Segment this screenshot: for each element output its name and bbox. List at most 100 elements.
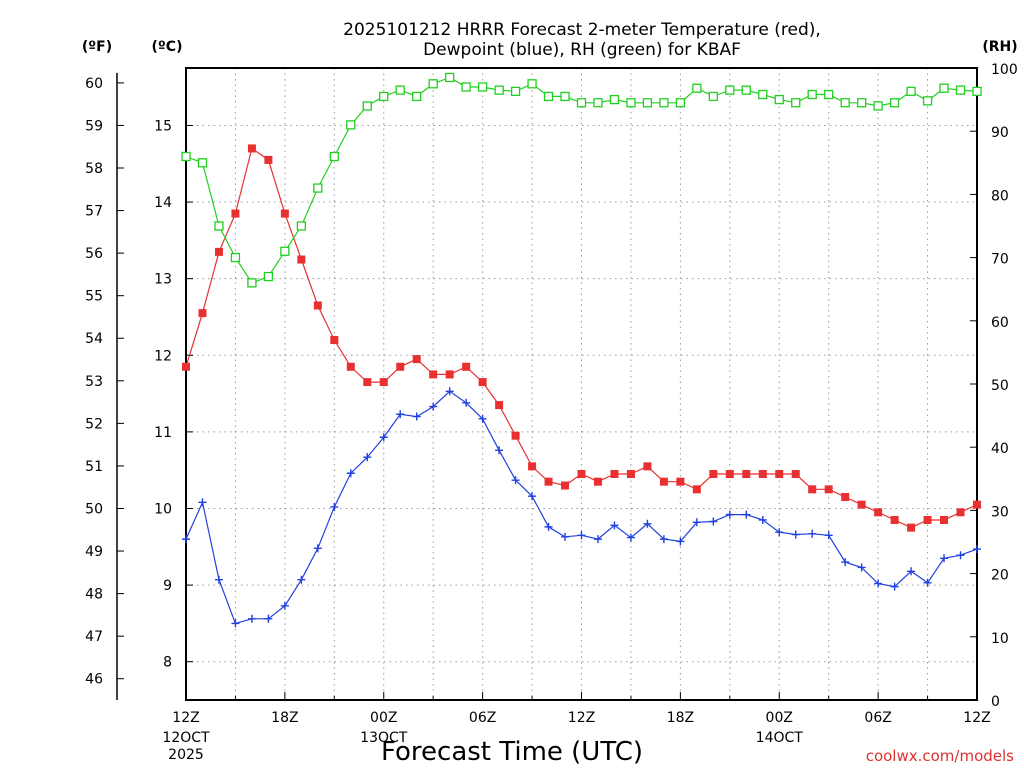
rh-point <box>642 98 653 108</box>
temperature-point <box>544 477 553 486</box>
temperature-point <box>247 144 256 153</box>
rh-tick-label: 10 <box>991 631 1009 647</box>
x-tick-label: 18Z <box>271 710 298 726</box>
dewpoint-point <box>643 519 652 528</box>
rh-point <box>477 82 488 92</box>
fahrenheit-tick-label: 53 <box>85 374 103 390</box>
fahrenheit-tick-label: 47 <box>85 629 103 645</box>
celsius-tick-label: 13 <box>154 272 172 288</box>
dewpoint-point <box>231 619 240 628</box>
temperature-point <box>692 485 701 494</box>
dewpoint-point <box>890 582 899 591</box>
temperature-point <box>956 508 965 517</box>
celsius-tick-label: 12 <box>154 348 172 364</box>
x-tick-label: 00Z <box>370 710 397 726</box>
temperature-point <box>462 362 471 371</box>
rh-point <box>362 101 372 111</box>
x-tick-label: 12Z <box>568 710 595 726</box>
temperature-point <box>313 301 322 310</box>
temperature-point <box>495 401 504 410</box>
celsius-tick-label: 11 <box>154 425 172 441</box>
rh-point <box>247 278 257 288</box>
rh-point <box>214 221 224 231</box>
rh-point <box>972 86 982 97</box>
temperature-point <box>280 209 289 218</box>
series <box>181 72 982 628</box>
x-tick-sublabel: 12OCT <box>162 730 210 746</box>
rh-point <box>461 82 471 92</box>
rh-tick-label: 70 <box>991 252 1009 268</box>
rh-point <box>329 151 339 162</box>
x-tick-label: 06Z <box>864 710 891 726</box>
dewpoint-point <box>593 535 602 544</box>
rh-point <box>593 98 603 108</box>
rh-point <box>576 98 587 108</box>
rh-point <box>840 98 850 108</box>
rh-point <box>263 271 274 282</box>
rh-point <box>428 79 438 89</box>
rh-line <box>185 76 978 284</box>
rh-tick-label: 80 <box>991 188 1009 204</box>
temperature-point <box>626 470 635 479</box>
celsius-tick-label: 15 <box>154 118 172 134</box>
temperature-point <box>593 477 602 486</box>
rh-point <box>313 183 323 193</box>
dewpoint-point <box>379 433 388 442</box>
rh-point <box>725 85 735 95</box>
rh-point <box>379 91 389 102</box>
dewpoint-point <box>676 537 685 546</box>
dewpoint-point <box>511 476 520 485</box>
rh-point <box>807 89 817 100</box>
tick-labels: 46 47 48 49 50 51 52 53 54 55 56 57 58 59 60 8 9 10 11 12 13… <box>85 62 1018 763</box>
rh-tick-label: 100 <box>991 62 1018 78</box>
dewpoint-point <box>577 531 586 540</box>
temperature-point <box>676 477 685 486</box>
temperature-point <box>742 470 751 479</box>
dewpoint-point <box>626 533 635 542</box>
temperature-point <box>610 470 619 479</box>
x-tick-label: 00Z <box>766 710 793 726</box>
dewpoint-point <box>478 414 487 423</box>
x-tick-sublabel: 2025 <box>168 747 204 763</box>
fahrenheit-tick-label: 48 <box>85 587 103 603</box>
dewpoint-point <box>758 515 767 524</box>
temperature-point <box>330 335 339 344</box>
x-tick-sublabel: 14OCT <box>756 730 804 746</box>
temperature-point <box>182 362 190 371</box>
dewpoint-point <box>247 614 256 623</box>
dewpoint-point <box>824 531 833 540</box>
dewpoint-point <box>923 578 932 587</box>
temperature-point <box>346 362 355 371</box>
chart-title-line2: Dewpoint (blue), RH (green) for KBAF <box>423 40 741 60</box>
dewpoint-point <box>396 410 405 419</box>
rh-tick-label: 40 <box>991 441 1009 457</box>
rh-point <box>741 85 751 95</box>
fahrenheit-tick-label: 49 <box>85 544 103 560</box>
grid <box>186 68 977 700</box>
rh-point <box>494 85 504 95</box>
temperature-point <box>561 481 570 490</box>
axes <box>116 67 978 701</box>
temperature-point <box>297 255 306 264</box>
temperature-point <box>808 485 817 494</box>
rh-point <box>527 79 537 89</box>
x-tick-label: 12Z <box>172 710 199 726</box>
dewpoint-point <box>874 579 883 588</box>
dewpoint-point <box>363 453 372 462</box>
dewpoint-point <box>495 446 504 455</box>
dewpoint-point <box>561 532 570 541</box>
celsius-tick-label: 9 <box>163 578 172 594</box>
rh-unit-label: (RH) <box>982 39 1017 55</box>
rh-point <box>675 98 686 108</box>
credit-text: coolwx.com/models <box>866 747 1014 765</box>
rh-point <box>856 98 867 108</box>
rh-point <box>346 120 356 130</box>
fahrenheit-tick-label: 46 <box>85 672 103 688</box>
fahrenheit-tick-label: 54 <box>85 331 103 347</box>
rh-tick-label: 90 <box>991 125 1009 141</box>
fahrenheit-tick-label: 52 <box>85 416 103 432</box>
rh-tick-label: 20 <box>991 568 1009 584</box>
temperature-point <box>659 477 668 486</box>
rh-point <box>280 246 290 256</box>
